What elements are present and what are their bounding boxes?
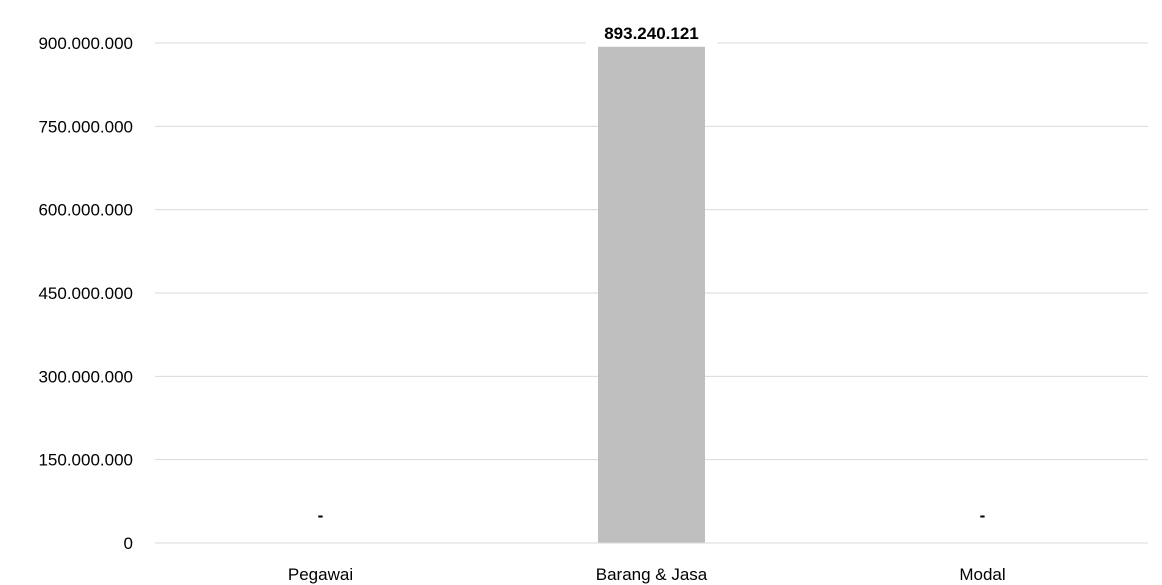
x-category-label: Modal (959, 565, 1005, 584)
category-labels: Pegawai Barang & Jasa Modal (288, 565, 1006, 584)
x-category-label: Barang & Jasa (596, 565, 708, 584)
data-label: - (318, 506, 324, 525)
y-tick-label: 900.000.000 (38, 34, 133, 53)
data-label: - (980, 506, 986, 525)
bars (598, 46, 705, 543)
y-tick-label: 150.000.000 (38, 451, 133, 470)
y-tick-label: 300.000.000 (38, 367, 133, 386)
y-tick-label: 0 (124, 534, 133, 553)
x-category-label: Pegawai (288, 565, 353, 584)
data-label: 893.240.121 (604, 24, 699, 43)
y-tick-label: 750.000.000 (38, 117, 133, 136)
data-labels: - 893.240.121 - (318, 14, 986, 525)
y-tick-label: 600.000.000 (38, 201, 133, 220)
bar (598, 46, 705, 543)
y-axis-tick-labels: 0 150.000.000 300.000.000 450.000.000 600.00… (38, 34, 133, 553)
y-tick-label: 450.000.000 (38, 284, 133, 303)
data-label-background (585, 14, 718, 45)
